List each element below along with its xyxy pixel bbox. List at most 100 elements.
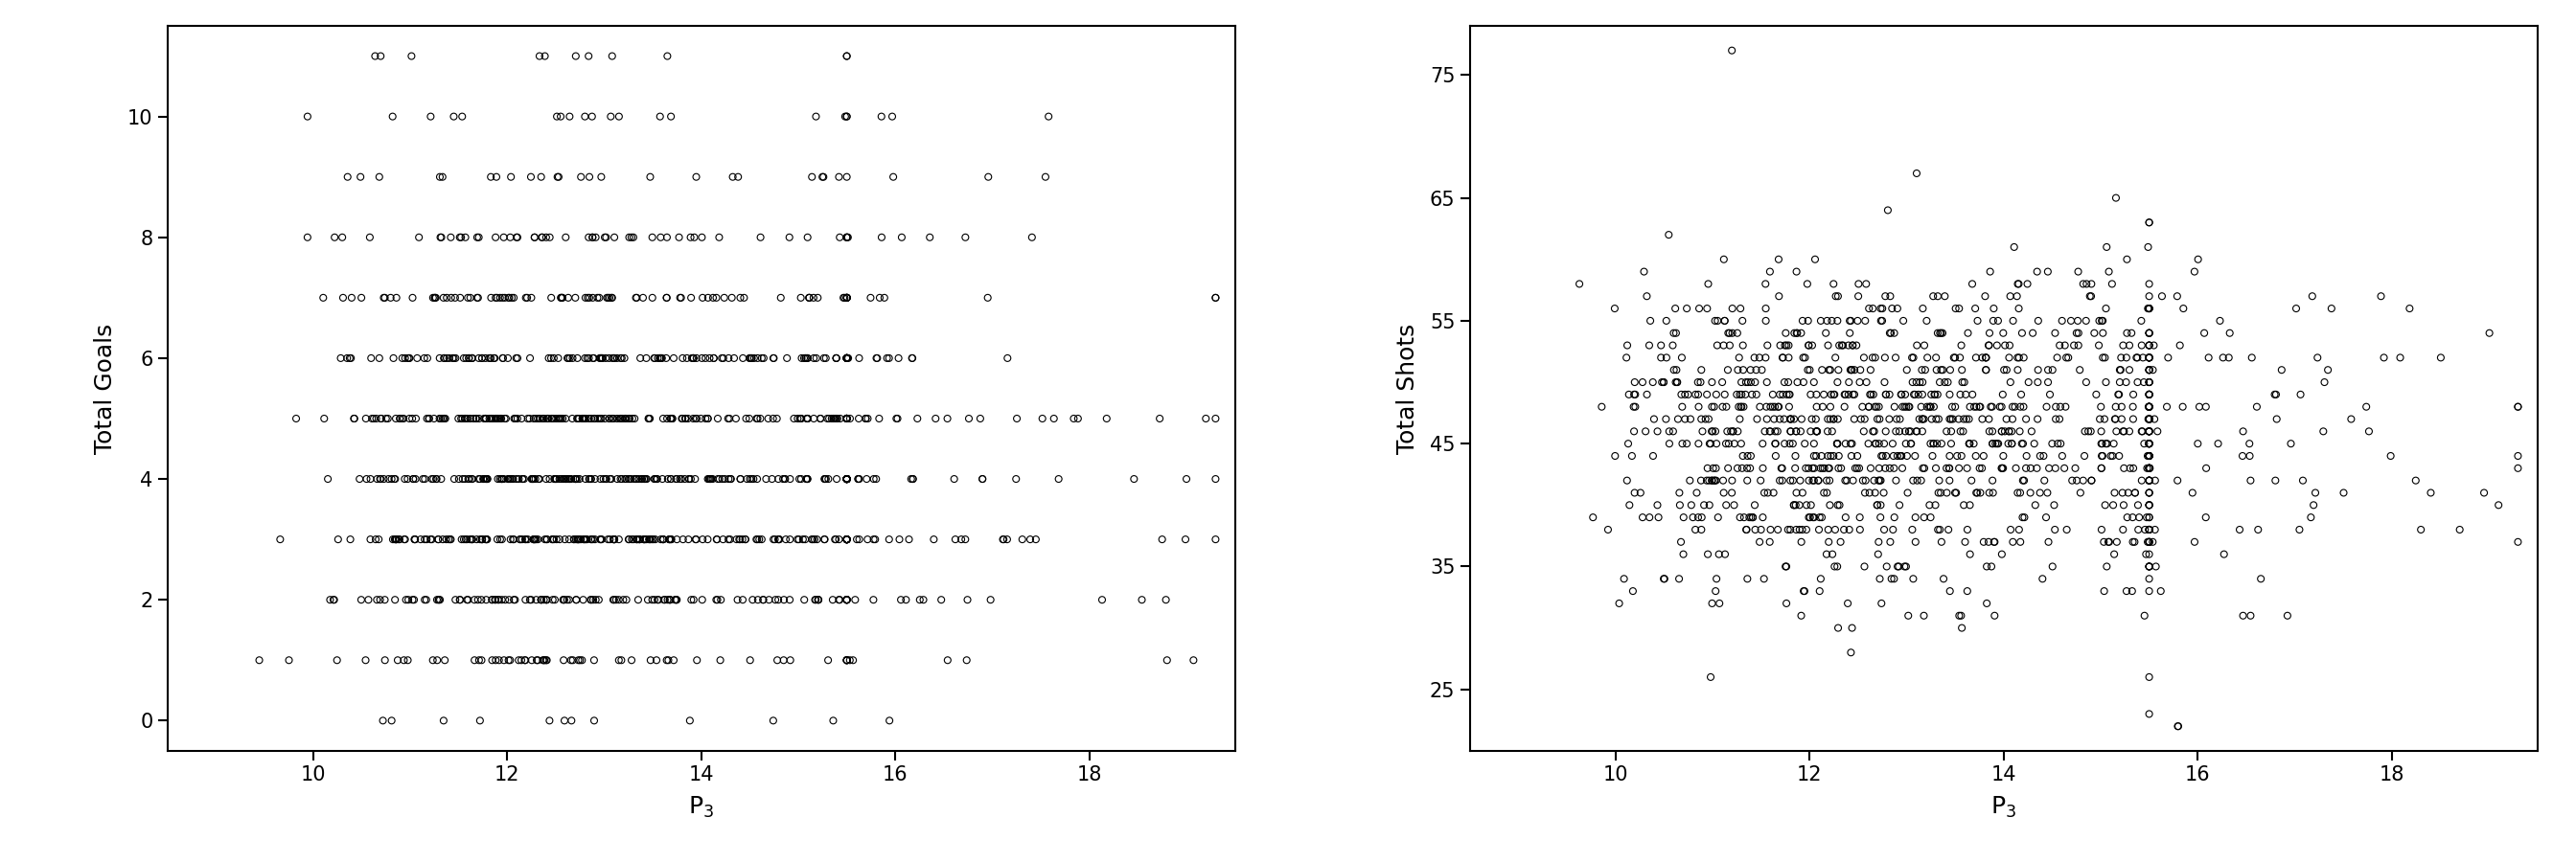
Point: [1919, 486, 1960, 500]
Point: [2058, 314, 2099, 328]
Point: [2058, 363, 2099, 377]
Point: [708, 472, 750, 486]
Point: [435, 291, 477, 305]
Point: [386, 653, 428, 667]
Point: [662, 412, 703, 425]
Point: [549, 110, 590, 123]
Point: [827, 170, 868, 184]
Point: [2231, 608, 2272, 622]
Y-axis label: Total Goals: Total Goals: [93, 323, 116, 454]
Point: [2128, 474, 2169, 488]
Point: [644, 593, 685, 607]
Point: [518, 472, 559, 486]
Point: [1710, 326, 1752, 340]
Point: [2087, 240, 2128, 254]
Point: [2125, 523, 2166, 537]
Point: [2128, 474, 2169, 488]
Point: [407, 412, 448, 425]
Point: [1082, 593, 1123, 607]
Point: [1927, 462, 1968, 476]
Point: [1875, 413, 1917, 426]
Point: [2115, 486, 2156, 500]
Point: [750, 593, 791, 607]
Point: [1721, 387, 1762, 401]
Point: [1703, 375, 1744, 389]
Point: [1829, 314, 1870, 328]
Point: [2128, 387, 2169, 401]
X-axis label: P$_3$: P$_3$: [688, 795, 714, 821]
Point: [827, 472, 868, 486]
Point: [827, 412, 868, 425]
Point: [1832, 646, 1873, 659]
Point: [2110, 326, 2151, 340]
Point: [1803, 387, 1844, 401]
Point: [384, 472, 425, 486]
Point: [425, 532, 466, 546]
Point: [587, 351, 629, 365]
Point: [592, 351, 634, 365]
Point: [410, 412, 451, 425]
Point: [737, 351, 778, 365]
Point: [1852, 350, 1893, 364]
Point: [1981, 387, 2022, 401]
Point: [544, 593, 585, 607]
Point: [2128, 375, 2169, 389]
Point: [1832, 363, 1873, 377]
Point: [1891, 350, 1932, 364]
Point: [417, 593, 459, 607]
Point: [1723, 338, 1765, 352]
Point: [1731, 510, 1772, 524]
Point: [2007, 375, 2048, 389]
Point: [2087, 301, 2128, 315]
Point: [2017, 314, 2058, 328]
Point: [2002, 437, 2043, 450]
Point: [1880, 462, 1922, 476]
Point: [459, 472, 500, 486]
Point: [1728, 510, 1770, 524]
Point: [551, 653, 592, 667]
Point: [1680, 523, 1721, 537]
Point: [1759, 289, 1801, 303]
Point: [1643, 572, 1685, 586]
Point: [536, 110, 577, 123]
Point: [649, 532, 690, 546]
Point: [1888, 425, 1929, 438]
Point: [598, 110, 639, 123]
Point: [1968, 338, 2009, 352]
Point: [580, 472, 621, 486]
Point: [2107, 486, 2148, 500]
Point: [592, 351, 634, 365]
Point: [1824, 474, 1865, 488]
Point: [379, 532, 420, 546]
Point: [510, 472, 551, 486]
Point: [417, 593, 459, 607]
Point: [2102, 413, 2143, 426]
Point: [770, 472, 811, 486]
Point: [855, 351, 896, 365]
Point: [471, 593, 513, 607]
Point: [492, 291, 533, 305]
Point: [860, 110, 902, 123]
Point: [2128, 437, 2169, 450]
Point: [1919, 523, 1960, 537]
Point: [510, 593, 551, 607]
Point: [1762, 462, 1803, 476]
Point: [647, 49, 688, 63]
Point: [2035, 413, 2076, 426]
Point: [564, 110, 605, 123]
Point: [734, 351, 775, 365]
Point: [1847, 400, 1888, 413]
Point: [1901, 375, 1942, 389]
Point: [1672, 498, 1713, 512]
Point: [1692, 400, 1734, 413]
Point: [350, 472, 392, 486]
Point: [1785, 350, 1826, 364]
Point: [1723, 400, 1765, 413]
Point: [1839, 363, 1880, 377]
Point: [2017, 375, 2058, 389]
Point: [410, 532, 451, 546]
Point: [1113, 472, 1154, 486]
Point: [1659, 498, 1700, 512]
Point: [1687, 277, 1728, 291]
Point: [1195, 472, 1236, 486]
